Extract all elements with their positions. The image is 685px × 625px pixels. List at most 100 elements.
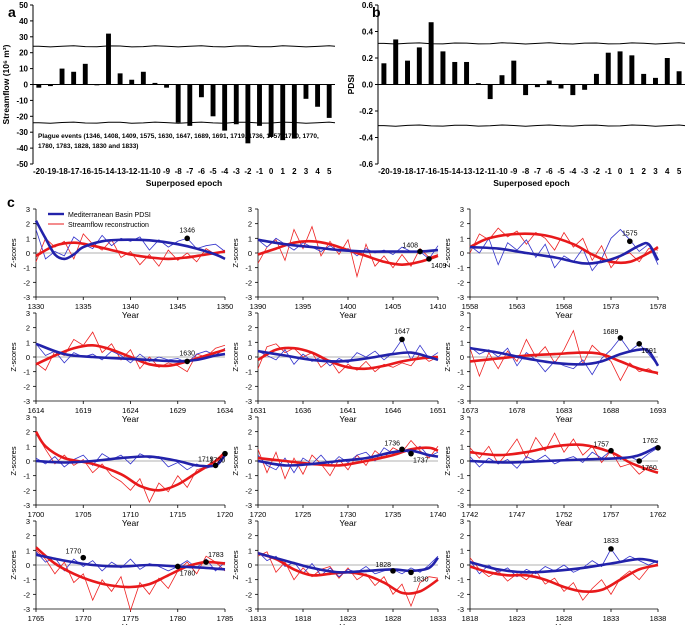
x-tick-label: 0 (618, 167, 623, 176)
y-tick-label: 2 (460, 428, 464, 437)
y-tick-label: 1 (248, 546, 252, 555)
pdsi-smooth-line (469, 445, 659, 464)
bar (129, 79, 135, 85)
y-tick-label: -1 (457, 472, 464, 481)
y-tick-label: -2 (23, 382, 30, 391)
x-axis-label: Year (339, 310, 356, 320)
y-tick-label: -3 (457, 293, 464, 302)
plague-event-label: 1833 (603, 538, 619, 545)
plague-event-point (184, 358, 190, 365)
x-tick-label: 1775 (122, 614, 139, 623)
x-tick-label: -5 (557, 167, 565, 176)
x-tick-label: 1780 (169, 614, 186, 623)
y-tick-label: -2 (245, 382, 252, 391)
x-tick-label: -2 (593, 167, 601, 176)
x-tick-label: 1705 (75, 510, 92, 519)
bar (452, 61, 458, 85)
y-axis-label: Z-scores (231, 238, 240, 267)
x-tick-label: 5 (677, 167, 682, 176)
y-tick-label: 1 (26, 442, 30, 451)
subplot-1765-1785: -3 -2 -1 0 1 2 3 1765 1770 1775 1780 1785 Year Z-scor… (9, 517, 233, 625)
y-tick-label: -1 (23, 576, 30, 585)
y-tick-label: 40 (19, 17, 28, 26)
x-tick-label: 1770 (75, 614, 92, 623)
bar (428, 22, 434, 85)
x-tick-label: 1757 (603, 510, 620, 519)
x-tick-label: 3 (304, 167, 309, 176)
x-tick-label: 1634 (217, 406, 234, 415)
plague-event-point (408, 450, 414, 457)
y-tick-label: -0.2 (359, 107, 373, 116)
x-tick-label: 1 (281, 167, 286, 176)
y-tick-label: -3 (23, 605, 30, 614)
x-tick-label: -15 (437, 167, 449, 176)
bar (106, 33, 111, 85)
x-tick-label: 1558 (462, 302, 479, 311)
y-tick-label: 2 (26, 532, 30, 541)
x-tick-label: 1641 (340, 406, 357, 415)
x-tick-label: 1395 (295, 302, 312, 311)
x-axis-label: Year (555, 518, 572, 528)
bar (393, 39, 399, 85)
y-tick-label: -2 (23, 486, 30, 495)
y-tick-label: -2 (23, 590, 30, 599)
plague-event-point (212, 462, 219, 469)
bar (47, 84, 53, 87)
plague-event-label: 1760 (641, 465, 657, 472)
plague-event-label: 1647 (394, 328, 410, 335)
x-axis-label: Year (122, 518, 139, 528)
y-tick-label: 2 (248, 532, 252, 541)
x-tick-label: 1700 (28, 510, 45, 519)
bar (475, 83, 481, 85)
y-tick-label: -2 (245, 278, 252, 287)
bar (570, 84, 576, 96)
streamflow-raw-line (257, 551, 439, 608)
y-axis-label: Streamflow (10⁶ m³) (1, 44, 11, 124)
bar (210, 84, 216, 117)
streamflow-smooth-line (469, 443, 659, 474)
x-tick-label: 1563 (509, 302, 526, 311)
y-axis-label: Z-scores (443, 550, 452, 579)
bar (499, 75, 505, 85)
x-tick-label: 1720 (250, 510, 267, 519)
bar (198, 84, 204, 98)
pdsi-raw-line (35, 229, 226, 260)
streamflow-smooth-line (469, 563, 659, 593)
bar (511, 60, 517, 85)
plague-event-label: 1691 (641, 348, 657, 355)
x-tick-label: 1350 (217, 302, 234, 311)
bar (487, 84, 493, 100)
bar (315, 84, 321, 107)
y-tick-label: 0 (460, 561, 464, 570)
plague-event-label: 1757 (593, 442, 609, 449)
y-axis-label: Z-scores (231, 550, 240, 579)
x-tick-label: -7 (186, 167, 194, 176)
y-tick-label: 0 (460, 249, 464, 258)
bar (534, 84, 540, 88)
y-tick-label: -3 (23, 397, 30, 406)
y-tick-label: 2 (248, 324, 252, 333)
plague-event-label: 1720 (209, 458, 225, 465)
y-tick-label: 1 (460, 442, 464, 451)
y-tick-label: -2 (457, 486, 464, 495)
legend-pdsi-label: Mediterranean Basin PDSI (68, 212, 151, 219)
y-tick-label: 3 (26, 309, 30, 318)
y-tick-label: -3 (23, 293, 30, 302)
x-tick-label: 5 (327, 167, 332, 176)
plague-event-point (608, 546, 614, 552)
x-tick-label: -1 (256, 167, 264, 176)
bar (664, 58, 670, 85)
x-tick-label: 1629 (169, 406, 186, 415)
y-tick-label: 2 (248, 428, 252, 437)
x-tick-label: 1390 (250, 302, 267, 311)
y-tick-label: -3 (457, 501, 464, 510)
streamflow-raw-line (257, 225, 439, 279)
bar (222, 84, 228, 131)
x-tick-label: -18 (402, 167, 414, 176)
x-tick-label: -18 (56, 167, 68, 176)
x-tick-label: -8 (175, 167, 183, 176)
x-tick-label: 1345 (169, 302, 186, 311)
pdsi-raw-line (469, 548, 659, 578)
